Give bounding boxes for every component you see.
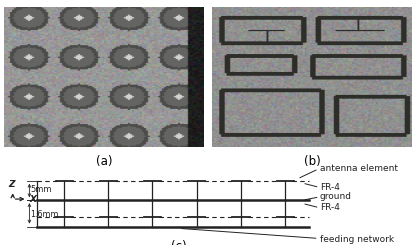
Text: FR-4: FR-4 <box>320 203 340 212</box>
Text: Z: Z <box>9 181 15 189</box>
Text: 1.6mm: 1.6mm <box>30 210 59 219</box>
Text: feeding network: feeding network <box>320 235 394 244</box>
Text: 5mm: 5mm <box>30 185 52 194</box>
Text: (c): (c) <box>171 240 187 245</box>
Text: antenna element: antenna element <box>320 164 398 173</box>
Text: ground: ground <box>320 193 352 201</box>
Text: (a): (a) <box>96 155 112 168</box>
Text: X: X <box>29 195 36 204</box>
Text: FR-4: FR-4 <box>320 183 340 192</box>
Text: (b): (b) <box>304 155 320 168</box>
